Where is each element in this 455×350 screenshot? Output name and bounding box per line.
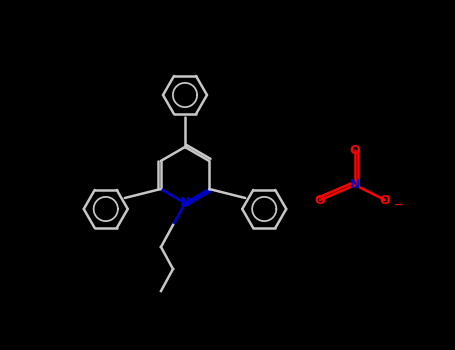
Text: −: −	[394, 200, 404, 210]
Text: N: N	[180, 196, 190, 210]
Text: O: O	[350, 144, 360, 156]
Text: O: O	[315, 194, 325, 206]
Text: N: N	[350, 178, 360, 191]
Text: O: O	[379, 194, 390, 206]
